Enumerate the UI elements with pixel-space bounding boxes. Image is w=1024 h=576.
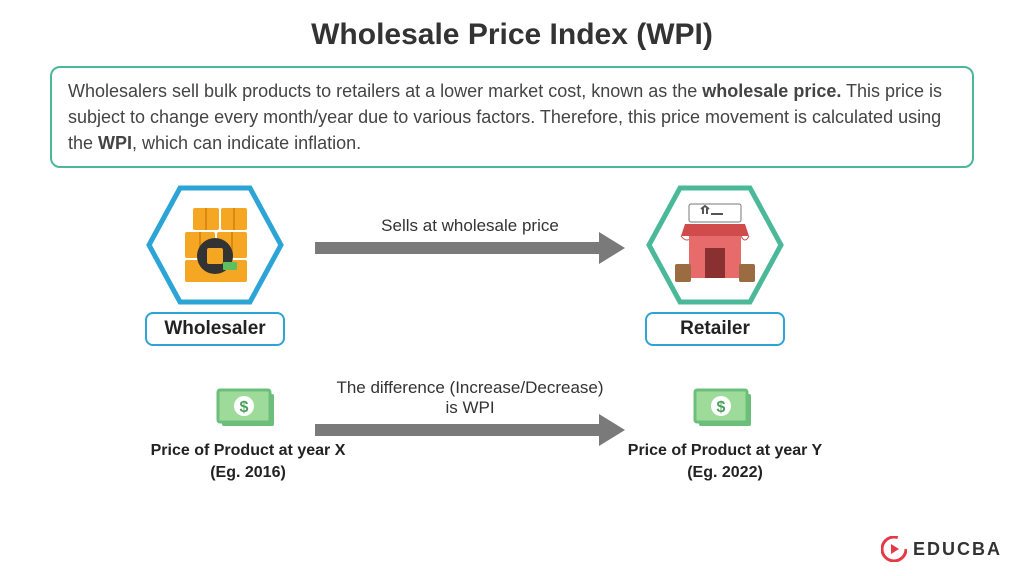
price-year-y-caption: Price of Product at year Y (Eg. 2022): [610, 440, 840, 483]
sells-arrow-block: Sells at wholesale price: [315, 216, 625, 258]
logo-text: EDUCBA: [913, 539, 1002, 560]
retailer-label: Retailer: [645, 312, 785, 346]
sells-arrow-label: Sells at wholesale price: [315, 216, 625, 236]
price-year-x-line2: (Eg. 2016): [210, 464, 286, 481]
retailer-block: Retailer: [640, 184, 790, 346]
price-comparison-row: $ Price of Product at year X (Eg. 2016) …: [0, 378, 1024, 538]
svg-text:$: $: [717, 399, 726, 416]
wholesaler-hexagon: [145, 184, 285, 306]
desc-bold1: wholesale price.: [702, 81, 841, 101]
wholesaler-label: Wholesaler: [145, 312, 285, 346]
price-year-y-block: $ Price of Product at year Y (Eg. 2022): [610, 388, 840, 483]
svg-text:$: $: [240, 399, 249, 416]
money-icon: $: [693, 388, 757, 432]
wholesaler-block: Wholesaler: [140, 184, 290, 346]
logo-mark-icon: [881, 536, 907, 562]
desc-part3: , which can indicate inflation.: [132, 133, 361, 153]
desc-bold2: WPI: [98, 133, 132, 153]
sells-arrow-icon: [315, 236, 625, 258]
entity-diagram: Wholesaler Sells at wholesale price: [0, 178, 1024, 378]
price-year-x-line1: Price of Product at year X: [151, 442, 346, 459]
diff-arrow-label-line2: is WPI: [315, 398, 625, 418]
money-icon: $: [216, 388, 280, 432]
description-box: Wholesalers sell bulk products to retail…: [50, 66, 974, 168]
price-year-y-line2: (Eg. 2022): [687, 464, 763, 481]
educba-logo: EDUCBA: [881, 536, 1002, 562]
diff-arrow-label-line1: The difference (Increase/Decrease): [315, 378, 625, 398]
diff-arrow-icon: [315, 418, 625, 440]
page-title: Wholesale Price Index (WPI): [0, 0, 1024, 52]
diff-arrow-block: The difference (Increase/Decrease) is WP…: [315, 378, 625, 440]
retailer-hexagon: [645, 184, 785, 306]
desc-part1: Wholesalers sell bulk products to retail…: [68, 81, 702, 101]
price-year-x-caption: Price of Product at year X (Eg. 2016): [133, 440, 363, 483]
price-year-y-line1: Price of Product at year Y: [628, 442, 822, 459]
